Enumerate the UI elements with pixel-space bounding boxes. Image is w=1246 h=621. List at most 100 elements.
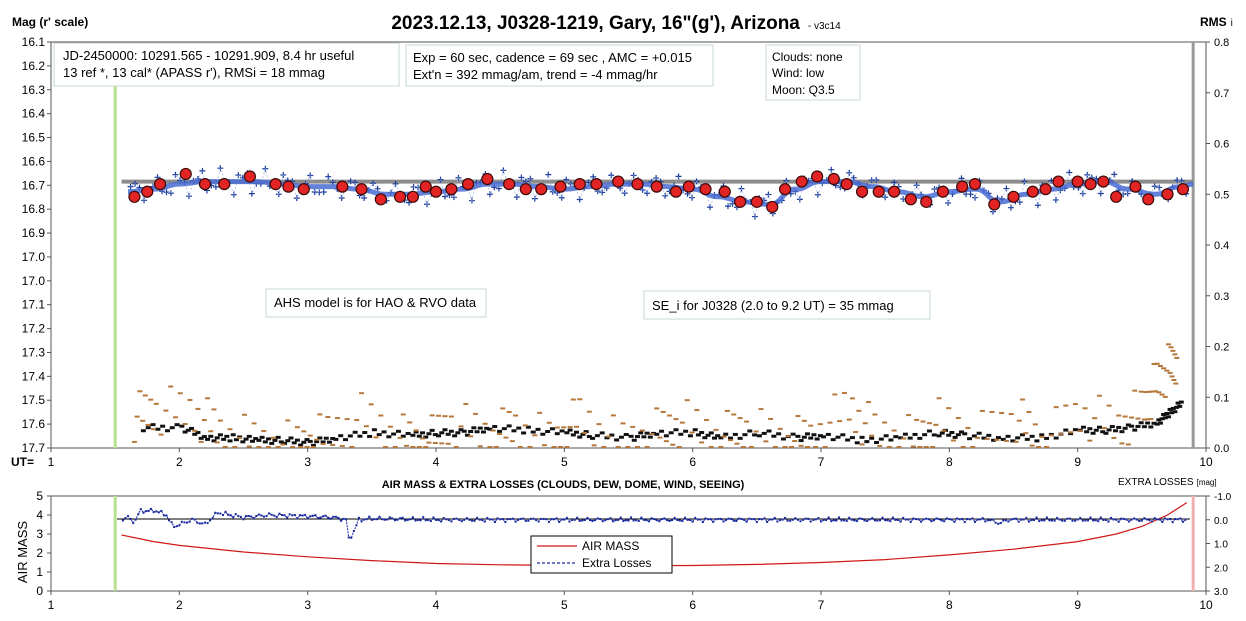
extra-loss-point — [907, 518, 910, 521]
extra-loss-point — [568, 520, 571, 523]
losses-axis-ticks: -1.0 0.0 1.0 2.0 3.0 — [1206, 492, 1232, 598]
extra-loss-point — [162, 514, 165, 517]
extra-loss-point — [422, 516, 425, 519]
lightcurve-plot-area — [50, 41, 1207, 449]
extra-loss-point — [496, 517, 499, 520]
observation-plus — [361, 194, 368, 201]
airmass-line — [121, 502, 1188, 567]
extra-loss-point — [668, 519, 671, 522]
extra-loss-point — [932, 519, 935, 522]
extra-loss-point — [547, 520, 550, 523]
extra-loss-point — [719, 517, 722, 520]
extra-loss-point — [758, 518, 761, 521]
losses-tick-label: 3.0 — [1214, 587, 1228, 598]
extra-loss-point — [673, 516, 676, 519]
extra-loss-point — [750, 518, 753, 521]
extra-loss-point — [732, 519, 735, 522]
binned-point — [920, 195, 933, 208]
observation-plus — [644, 190, 651, 197]
extra-loss-point — [463, 518, 466, 521]
rms-tick-label: 0.1 — [1214, 392, 1229, 404]
binned-point — [1007, 190, 1020, 203]
binned-point — [699, 183, 712, 196]
binned-point — [778, 183, 792, 196]
extra-loss-point — [725, 519, 728, 522]
extra-loss-point — [1181, 520, 1184, 523]
legend-losses-label: Extra Losses — [582, 556, 651, 570]
extra-loss-point — [1004, 519, 1007, 522]
observation-plus — [608, 172, 615, 179]
extra-loss-point — [976, 518, 979, 521]
mag-tick-label: 16.5 — [22, 131, 46, 145]
extra-loss-point — [465, 517, 468, 520]
info-box-3: Clouds: none Wind: low Moon: Q3.5 — [765, 44, 861, 101]
binned-point — [419, 180, 432, 193]
observation-plus — [1007, 204, 1014, 211]
extra-loss-point — [383, 518, 386, 521]
extra-loss-point — [132, 521, 135, 524]
ut-tick-label: 8 — [946, 455, 953, 469]
info-box-2-line-2: Ext'n = 392 mmag/am, trend = -4 mmag/hr — [413, 67, 658, 82]
extra-loss-point — [1066, 517, 1069, 520]
extra-loss-point — [406, 518, 409, 521]
binned-point — [840, 178, 853, 191]
extra-loss-point — [902, 516, 905, 519]
extra-loss-point — [316, 517, 319, 520]
extra-loss-point — [193, 518, 196, 521]
observation-plus — [230, 191, 237, 198]
extra-loss-point — [440, 520, 443, 523]
extra-loss-point — [1117, 520, 1120, 523]
extra-loss-point — [914, 518, 917, 521]
extra-loss-point — [1156, 518, 1159, 521]
binned-point — [855, 185, 869, 198]
observation-plus — [235, 172, 242, 179]
info-box-1-line-2: 13 ref *, 13 cal* (APASS r'), RMSi = 18 … — [63, 65, 325, 80]
extra-loss-point — [291, 514, 294, 517]
extra-loss-point — [386, 518, 389, 521]
extra-loss-point — [396, 518, 399, 521]
extra-loss-point — [157, 511, 160, 514]
binned-point — [1026, 185, 1039, 198]
extra-loss-point — [989, 519, 992, 522]
extra-loss-point — [1084, 519, 1087, 522]
extra-loss-point — [352, 530, 355, 533]
binned-point — [988, 198, 1001, 211]
extra-loss-point — [912, 517, 915, 520]
extra-loss-point — [311, 514, 314, 517]
extra-loss-point — [660, 518, 663, 521]
extra-loss-point — [760, 518, 763, 521]
extra-loss-point — [943, 520, 946, 523]
binned-point — [282, 180, 295, 193]
bottom-ut-tick-label: 3 — [304, 598, 311, 612]
extra-loss-point — [1133, 517, 1136, 520]
extra-loss-point — [221, 513, 224, 516]
extra-loss-point — [899, 520, 902, 523]
extra-loss-point — [658, 520, 661, 523]
observation-plus — [199, 167, 206, 174]
binned-point — [904, 193, 917, 206]
binned-point — [481, 172, 494, 186]
rms-axis-ticks: 0.8 0.7 0.6 0.5 0.4 0.3 0.2 0.1 0.0 — [1206, 37, 1229, 455]
extra-loss-point — [237, 515, 240, 518]
extra-loss-point — [1184, 518, 1187, 521]
extra-loss-point — [1122, 517, 1125, 520]
extra-loss-point — [855, 520, 858, 523]
extra-loss-point — [1145, 518, 1148, 521]
bottom-time-markers — [113, 496, 1195, 591]
extra-loss-point — [753, 518, 756, 521]
bottom-ut-tick-label: 2 — [176, 598, 183, 612]
mag-tick-label: 16.2 — [22, 59, 46, 73]
extra-loss-point — [214, 511, 217, 514]
observation-plus — [347, 178, 354, 185]
extra-loss-point — [191, 517, 194, 520]
observation-plus — [662, 192, 669, 199]
mag-tick-label: 17.0 — [22, 274, 46, 288]
binned-point — [888, 185, 901, 198]
binned-point — [682, 180, 695, 193]
extra-loss-point — [491, 518, 494, 521]
extra-loss-point — [424, 519, 427, 522]
extra-loss-point — [1166, 518, 1169, 521]
binned-point — [1129, 180, 1142, 193]
binned-point — [336, 180, 349, 193]
extra-loss-point — [886, 519, 889, 522]
